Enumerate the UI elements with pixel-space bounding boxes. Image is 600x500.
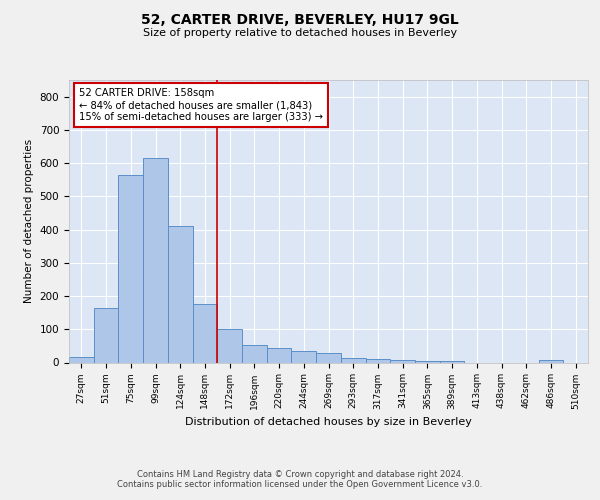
Bar bbox=[440, 361, 464, 362]
Text: Size of property relative to detached houses in Beverley: Size of property relative to detached ho… bbox=[143, 28, 457, 38]
Bar bbox=[242, 345, 267, 362]
Text: 52, CARTER DRIVE, BEVERLEY, HU17 9GL: 52, CARTER DRIVE, BEVERLEY, HU17 9GL bbox=[141, 12, 459, 26]
Bar bbox=[292, 351, 316, 362]
Bar bbox=[143, 158, 168, 362]
Bar bbox=[365, 359, 390, 362]
Bar bbox=[415, 360, 440, 362]
Bar bbox=[539, 360, 563, 362]
Bar bbox=[69, 356, 94, 362]
Bar bbox=[341, 358, 365, 362]
Bar bbox=[168, 226, 193, 362]
Bar bbox=[217, 328, 242, 362]
Bar bbox=[94, 308, 118, 362]
Text: 52 CARTER DRIVE: 158sqm
← 84% of detached houses are smaller (1,843)
15% of semi: 52 CARTER DRIVE: 158sqm ← 84% of detache… bbox=[79, 88, 323, 122]
Y-axis label: Number of detached properties: Number of detached properties bbox=[24, 139, 34, 304]
Bar bbox=[193, 304, 217, 362]
X-axis label: Distribution of detached houses by size in Beverley: Distribution of detached houses by size … bbox=[185, 417, 472, 427]
Bar bbox=[267, 348, 292, 362]
Bar bbox=[316, 352, 341, 362]
Bar bbox=[390, 360, 415, 362]
Bar bbox=[118, 174, 143, 362]
Text: Contains HM Land Registry data © Crown copyright and database right 2024.
Contai: Contains HM Land Registry data © Crown c… bbox=[118, 470, 482, 489]
